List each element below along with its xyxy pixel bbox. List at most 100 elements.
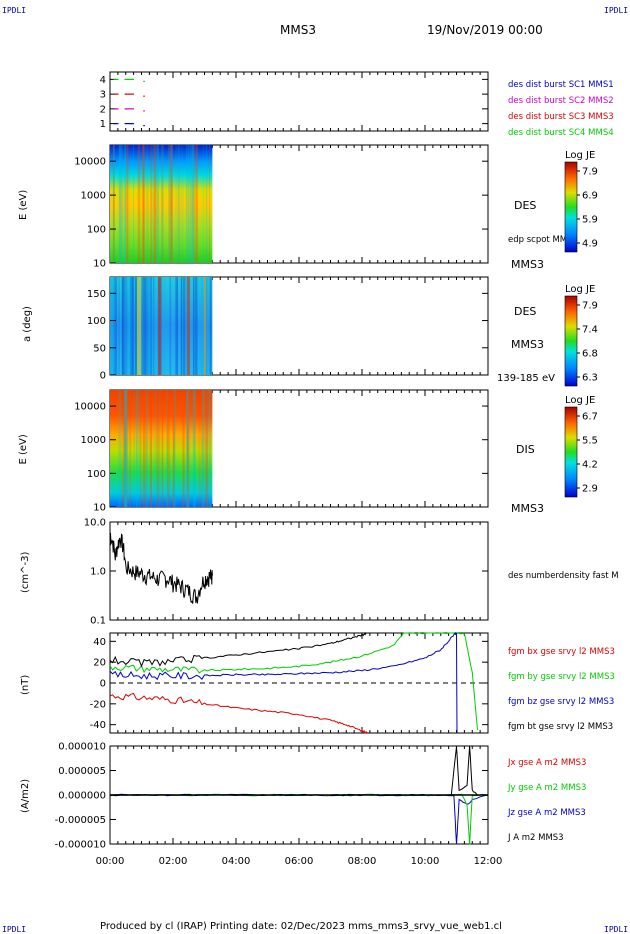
x-tick-label: 10:00 (411, 856, 440, 867)
des-energy-stripe (187, 145, 190, 263)
x-tick-label: 04:00 (222, 856, 251, 867)
corner-label-bottom-left: IPDLI (2, 925, 26, 934)
des-pitch-stripe (141, 277, 144, 375)
des-pitch-ytick-label: 50 (93, 343, 106, 354)
des-energy-stripe (171, 145, 173, 263)
dis-energy-stripe (208, 390, 212, 507)
des-energy-colorbar-label: 7.9 (582, 167, 598, 178)
des-pitch-stripe (200, 277, 203, 375)
bfield-ylabel: (nT) (20, 675, 31, 695)
des-energy-stripe (141, 145, 145, 263)
des-pitch-stripe (146, 277, 148, 375)
dis-energy-stripe (200, 390, 203, 507)
dis-energy-ytick-label: 10 (93, 503, 106, 514)
des-pitch-ytick-label: 150 (87, 289, 106, 300)
dis-energy-stripe (181, 390, 184, 507)
des-pitch-hot-column (137, 277, 141, 375)
des-pitch-ylabel: a (deg) (22, 306, 33, 342)
des-pitch-stripe (161, 277, 164, 375)
dis-energy-stripe (123, 390, 126, 507)
dis-energy-stripe (154, 390, 157, 507)
current-ytick-label: 0.000005 (58, 766, 106, 777)
des-pitch-stripe (154, 277, 156, 375)
footer-credit: Produced by cl (IRAP) Printing date: 02/… (100, 921, 502, 932)
bfield-ytick-label: 20 (93, 658, 106, 669)
current-ytick-label: -0.000010 (55, 840, 106, 851)
x-tick-label: 00:00 (96, 856, 125, 867)
des-energy-stripe (126, 145, 128, 263)
dis-energy-stripe (133, 390, 135, 507)
dis-energy-ytick-label: 1000 (81, 435, 106, 446)
current-ytick-label: -0.000005 (55, 815, 106, 826)
des-pitch-stripe (175, 277, 178, 375)
dis-energy-stripe (143, 390, 147, 507)
des-pitch-sc-label: MMS3 (511, 338, 544, 351)
des-pitch-stripe (201, 277, 204, 375)
des-energy-stripe (171, 145, 174, 263)
bfield-ytick-label: 0 (100, 679, 106, 690)
des-pitch-stripe (112, 277, 116, 375)
dis-energy-ylabel: E (eV) (18, 434, 29, 464)
des-pitch-hot-column (158, 277, 161, 375)
burst-ytick-label: 1 (100, 119, 106, 130)
des-energy-stripe (161, 145, 164, 263)
des-pitch-instrument-label: DES (514, 305, 536, 318)
des-energy-stripe (143, 145, 145, 263)
des-pitch-colorbar-label: 7.4 (582, 325, 598, 336)
des-energy-ytick-label: 100 (87, 225, 106, 236)
dis-energy-stripe (186, 390, 189, 507)
des-pitch-energy-label: 139-185 eV (497, 373, 555, 384)
dis-energy-stripe (124, 390, 127, 507)
des-pitch-stripe (133, 277, 136, 375)
dis-energy-instrument-label: DIS (516, 443, 535, 456)
des-energy-stripe (156, 145, 160, 263)
burst-panel-frame (109, 71, 489, 132)
dis-energy-stripe (118, 390, 122, 507)
des-pitch-stripe (141, 277, 143, 375)
des-energy-stripe (177, 145, 181, 263)
des-energy-stripe (185, 145, 188, 263)
burst-legend-1: des dist burst SC1 MMS1 (508, 80, 614, 90)
des-pitch-stripe (124, 277, 126, 375)
density-ytick-label: 0.1 (90, 616, 106, 627)
corner-label-top-right: IPDLI (604, 6, 628, 15)
current-line-J (109, 745, 489, 797)
des-energy-stripe (195, 145, 198, 263)
des-energy-stripe (118, 145, 122, 263)
spacecraft-title: MMS3 (280, 23, 316, 37)
des-pitch-stripe (124, 277, 128, 375)
des-pitch-stripe (142, 277, 144, 375)
dis-energy-stripe (159, 390, 161, 507)
des-energy-stripe (127, 145, 130, 263)
dis-energy-stripe (206, 390, 209, 507)
des-energy-stripe (189, 145, 193, 263)
current-ytick-label: 0.000000 (58, 791, 106, 802)
des-pitch-colorbar-label: 6.3 (582, 373, 598, 384)
burst-dot (143, 110, 145, 112)
dis-energy-colorbar-title: Log JE (565, 395, 595, 406)
dis-energy-stripe (173, 390, 176, 507)
dis-energy-colorbar-label: 4.2 (582, 460, 598, 471)
dis-energy-stripe (157, 390, 159, 507)
current-line-Jz (109, 793, 489, 845)
dis-energy-stripe (161, 390, 164, 507)
current-legend-1: Jx gse A m2 MMS3 (507, 758, 586, 768)
dis-energy-stripe (136, 390, 138, 507)
des-pitch-stripe (169, 277, 171, 375)
burst-legend-4: des dist burst SC4 MMS4 (508, 128, 614, 138)
dis-energy-stripe (138, 390, 141, 507)
des-energy-stripe (175, 145, 177, 263)
des-energy-stripe (193, 145, 197, 263)
dis-energy-ytick-label: 100 (87, 469, 106, 480)
corner-label-bottom-right: IPDLI (604, 925, 628, 934)
burst-ytick-label: 3 (100, 90, 106, 101)
bfield-ytick-label: -40 (90, 720, 106, 731)
x-tick-label: 02:00 (159, 856, 188, 867)
des-pitch-stripe (131, 277, 133, 375)
des-energy-ytick-label: 10000 (74, 157, 106, 168)
burst-ytick-label: 2 (100, 104, 106, 115)
des-pitch-spectrogram (110, 277, 213, 375)
des-energy-stripe (145, 145, 149, 263)
des-pitch-stripe (134, 277, 137, 375)
